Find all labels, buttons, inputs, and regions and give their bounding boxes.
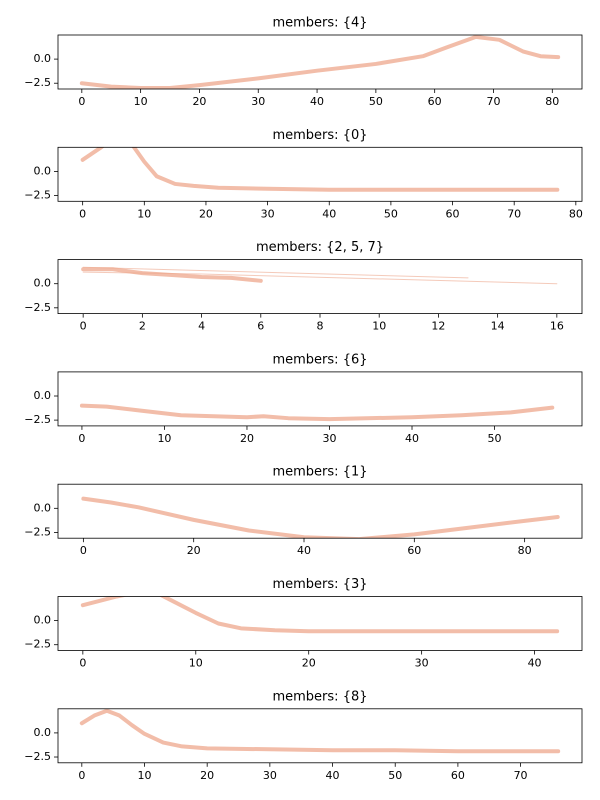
subplot-title: members: {3} [272, 577, 367, 592]
axes-frame [57, 596, 583, 651]
x-tick-label: 40 [297, 544, 311, 557]
x-tick-label: 50 [384, 207, 398, 220]
x-tick-label: 50 [488, 432, 502, 445]
x-tick-label: 0 [80, 544, 87, 557]
data-line [82, 266, 469, 279]
x-tick-label: 0 [79, 207, 86, 220]
x-tick-label: 20 [199, 207, 213, 220]
data-line [80, 147, 560, 192]
x-tick-label: 70 [486, 95, 500, 108]
plot-area [79, 708, 561, 754]
x-tick-label: 16 [550, 320, 564, 333]
x-tick-label: 10 [189, 657, 203, 670]
y-tick-label: −2.5 [24, 413, 51, 426]
subplot-title: members: {4} [272, 16, 367, 31]
subplot-title: members: {0} [272, 128, 367, 143]
x-tick-label: 20 [187, 544, 201, 557]
x-tick-label: 30 [251, 95, 265, 108]
x-tick-label: 40 [310, 95, 324, 108]
x-tick-label: 20 [200, 769, 214, 782]
x-tick-label: 0 [80, 320, 87, 333]
x-tick-label: 40 [528, 657, 542, 670]
x-tick-label: 0 [78, 432, 85, 445]
x-tick-label: 6 [257, 320, 264, 333]
data-line [80, 596, 560, 634]
x-tick-label: 40 [322, 207, 336, 220]
x-tick-label: 2 [139, 320, 146, 333]
plot-area [79, 35, 561, 89]
data-line [79, 708, 561, 754]
x-tick-label: 60 [428, 95, 442, 108]
x-tick-label: 70 [514, 769, 528, 782]
x-tick-label: 0 [78, 769, 85, 782]
y-tick-label: 0.0 [34, 164, 52, 177]
y-tick-label: −2.5 [24, 301, 51, 314]
y-tick-label: 0.0 [34, 726, 52, 739]
x-tick-label: 0 [78, 95, 85, 108]
x-tick-label: 30 [263, 769, 277, 782]
y-tick-label: 0.0 [34, 389, 52, 402]
x-tick-label: 60 [407, 544, 421, 557]
y-tick-label: −2.5 [24, 638, 51, 651]
axes-frame [57, 371, 583, 427]
data-line [82, 271, 558, 285]
subplot-title: members: {2, 5, 7} [256, 240, 384, 255]
x-tick-label: 30 [261, 207, 275, 220]
x-tick-label: 12 [431, 320, 445, 333]
x-tick-label: 0 [79, 657, 86, 670]
plot-area [80, 147, 560, 192]
y-tick-label: −2.5 [24, 525, 51, 538]
y-tick-label: 0.0 [34, 52, 52, 65]
axes-frame [57, 146, 583, 202]
x-tick-label: 80 [518, 544, 532, 557]
subplot-title: members: {8} [272, 689, 367, 704]
x-tick-label: 8 [317, 320, 324, 333]
plot-area [79, 403, 555, 422]
x-tick-label: 10 [372, 320, 386, 333]
axes-frame [57, 259, 583, 315]
x-tick-label: 30 [322, 432, 336, 445]
x-tick-label: 50 [388, 769, 402, 782]
data-line [81, 267, 263, 283]
x-tick-label: 60 [446, 207, 460, 220]
plot-area [81, 266, 558, 285]
data-line [79, 403, 555, 422]
axes-frame [57, 708, 583, 764]
x-tick-label: 10 [137, 769, 151, 782]
x-tick-label: 10 [137, 207, 151, 220]
y-tick-label: −2.5 [24, 76, 51, 89]
x-tick-label: 20 [302, 657, 316, 670]
x-tick-label: 80 [569, 207, 583, 220]
plot-area [81, 496, 560, 539]
x-tick-label: 14 [491, 320, 505, 333]
x-tick-label: 50 [369, 95, 383, 108]
x-tick-label: 40 [326, 769, 340, 782]
subplot-title: members: {6} [272, 352, 367, 367]
x-tick-label: 10 [134, 95, 148, 108]
axes-frame [57, 34, 583, 90]
data-line [79, 35, 561, 89]
axes-frame [57, 483, 583, 539]
x-tick-label: 20 [240, 432, 254, 445]
subplot-title: members: {1} [272, 465, 367, 480]
x-tick-label: 80 [545, 95, 559, 108]
plot-area [80, 596, 560, 634]
y-tick-label: −2.5 [24, 750, 51, 763]
y-tick-label: −2.5 [24, 189, 51, 202]
x-tick-label: 40 [405, 432, 419, 445]
y-tick-label: 0.0 [34, 614, 52, 627]
x-tick-label: 70 [507, 207, 521, 220]
y-tick-label: 0.0 [34, 501, 52, 514]
x-tick-label: 60 [451, 769, 465, 782]
x-tick-label: 10 [157, 432, 171, 445]
data-line [81, 496, 560, 539]
y-tick-label: 0.0 [34, 277, 52, 290]
x-tick-label: 30 [415, 657, 429, 670]
x-tick-label: 20 [192, 95, 206, 108]
x-tick-label: 4 [198, 320, 205, 333]
